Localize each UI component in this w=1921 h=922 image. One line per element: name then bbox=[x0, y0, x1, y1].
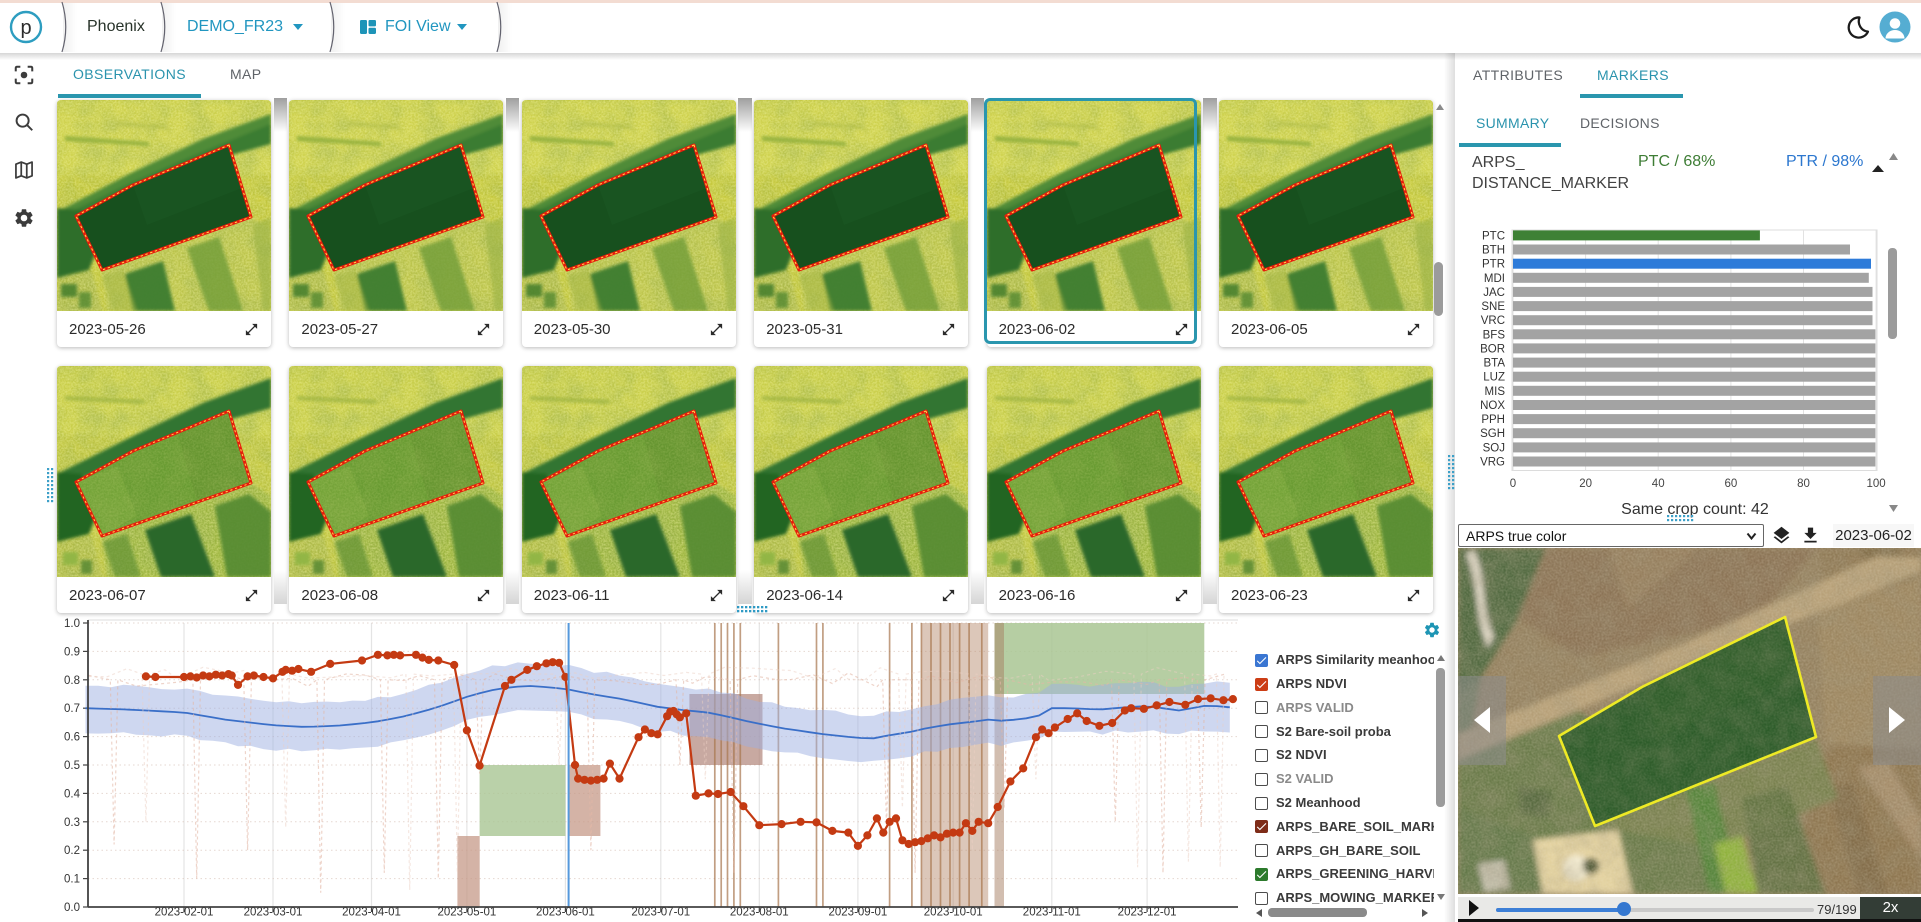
svg-text:MDI: MDI bbox=[1484, 273, 1505, 285]
svg-text:0.2: 0.2 bbox=[64, 845, 80, 857]
svg-text:2023-09-01: 2023-09-01 bbox=[828, 907, 887, 919]
svg-text:MIS: MIS bbox=[1485, 386, 1506, 398]
svg-text:PTR: PTR bbox=[1482, 259, 1505, 271]
svg-text:2023-08-01: 2023-08-01 bbox=[730, 907, 789, 919]
svg-text:2023-07-01: 2023-07-01 bbox=[631, 907, 690, 919]
svg-text:0.5: 0.5 bbox=[64, 760, 80, 772]
svg-text:0.0: 0.0 bbox=[64, 902, 80, 914]
svg-text:BOR: BOR bbox=[1480, 343, 1505, 355]
svg-text:0.9: 0.9 bbox=[64, 646, 80, 658]
svg-text:LUZ: LUZ bbox=[1483, 372, 1505, 384]
svg-text:0.1: 0.1 bbox=[64, 874, 80, 886]
svg-text:PPH: PPH bbox=[1481, 414, 1505, 426]
svg-text:0.3: 0.3 bbox=[64, 817, 80, 829]
svg-text:1.0: 1.0 bbox=[64, 618, 80, 630]
svg-text:0.6: 0.6 bbox=[64, 732, 80, 744]
svg-text:40: 40 bbox=[1652, 478, 1665, 490]
svg-text:0.8: 0.8 bbox=[64, 675, 80, 687]
svg-text:BTH: BTH bbox=[1482, 245, 1505, 257]
svg-text:SOJ: SOJ bbox=[1483, 442, 1505, 454]
svg-text:2023-03-01: 2023-03-01 bbox=[244, 907, 303, 919]
svg-text:80: 80 bbox=[1797, 478, 1810, 490]
svg-text:BTA: BTA bbox=[1483, 358, 1505, 370]
svg-text:0.4: 0.4 bbox=[64, 788, 81, 800]
svg-text:VRG: VRG bbox=[1480, 457, 1505, 469]
svg-text:JAC: JAC bbox=[1483, 287, 1505, 299]
svg-text:100: 100 bbox=[1867, 478, 1886, 490]
svg-text:SGH: SGH bbox=[1480, 428, 1505, 440]
svg-text:2023-11-01: 2023-11-01 bbox=[1023, 907, 1081, 919]
svg-text:PTC: PTC bbox=[1482, 230, 1505, 242]
svg-text:2023-05-01: 2023-05-01 bbox=[437, 907, 496, 919]
svg-text:60: 60 bbox=[1725, 478, 1738, 490]
svg-text:20: 20 bbox=[1579, 478, 1592, 490]
svg-text:NOX: NOX bbox=[1480, 400, 1505, 412]
svg-text:p: p bbox=[20, 17, 31, 39]
svg-text:VRC: VRC bbox=[1481, 315, 1505, 327]
svg-text:2023-10-01: 2023-10-01 bbox=[924, 907, 983, 919]
svg-text:SNE: SNE bbox=[1481, 301, 1505, 313]
svg-text:2023-04-01: 2023-04-01 bbox=[342, 907, 401, 919]
svg-text:0: 0 bbox=[1510, 478, 1516, 490]
svg-text:0.7: 0.7 bbox=[64, 703, 80, 715]
svg-text:2023-12-01: 2023-12-01 bbox=[1118, 907, 1177, 919]
svg-text:BFS: BFS bbox=[1483, 329, 1506, 341]
svg-text:2023-02-01: 2023-02-01 bbox=[155, 907, 214, 919]
svg-text:2023-06-01: 2023-06-01 bbox=[536, 907, 595, 919]
